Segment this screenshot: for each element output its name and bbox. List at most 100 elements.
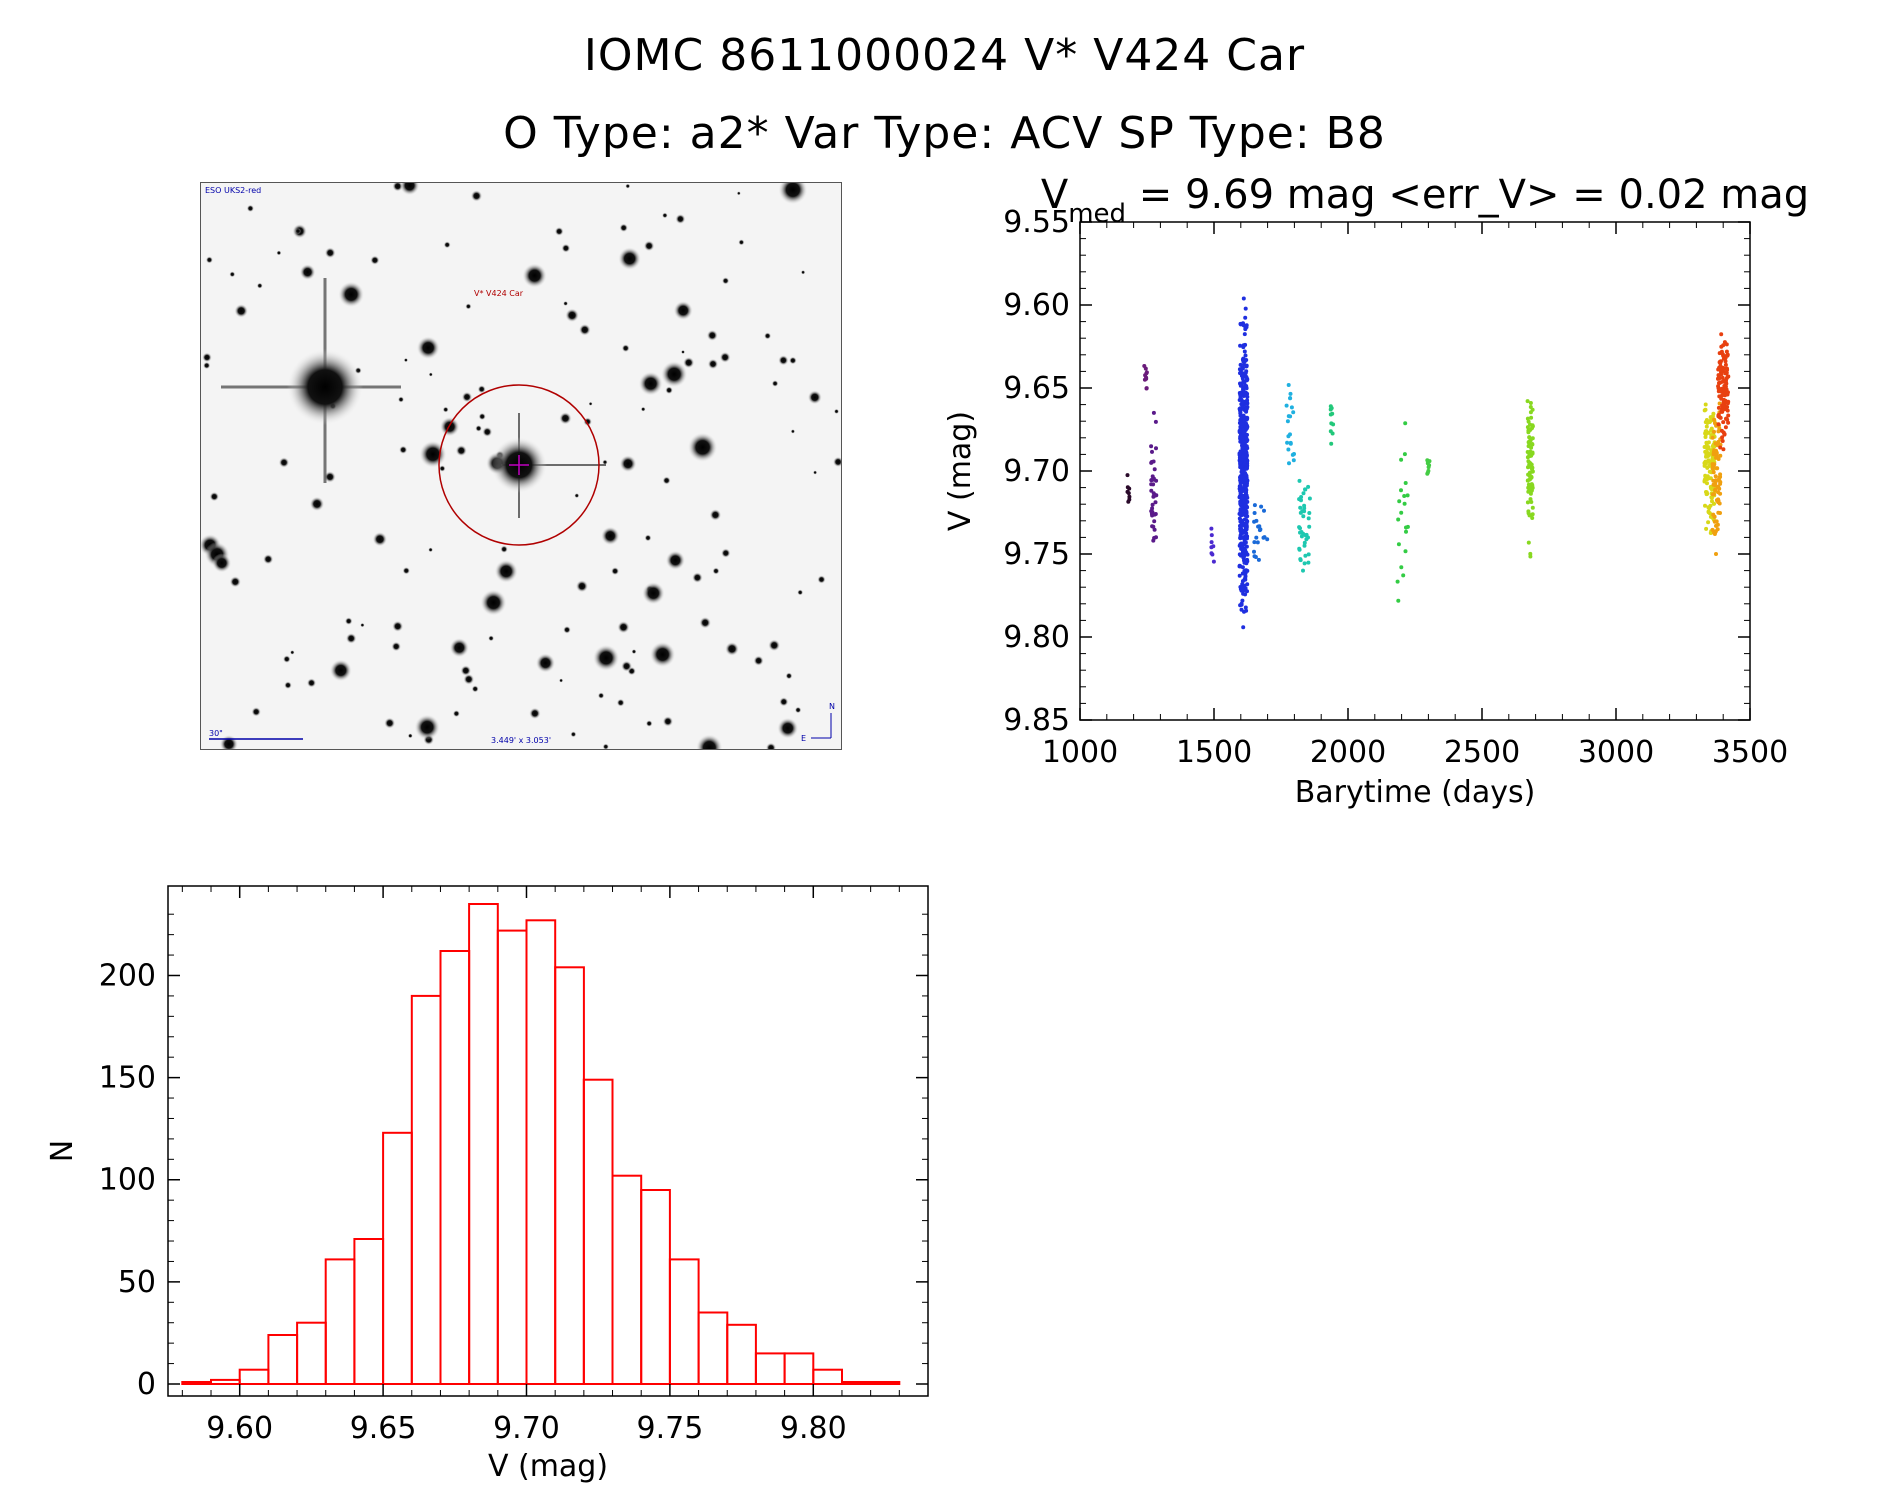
finder-chart-image: ESO UKS2-red V* V424 Car 30" 3.449' x 3.… <box>200 182 842 750</box>
data-point <box>1144 386 1149 391</box>
data-point <box>1237 484 1242 489</box>
field-star <box>592 644 620 672</box>
field-star <box>817 575 826 584</box>
data-point <box>1209 545 1214 550</box>
data-point <box>1525 425 1530 430</box>
data-point <box>1242 477 1247 482</box>
data-point <box>1702 445 1707 449</box>
light-curve-chart: Vmed = 9.69 mag <err_V> = 0.02 mag 1000 1… <box>943 172 1809 810</box>
field-star <box>494 559 518 583</box>
histogram-bar <box>869 1381 901 1385</box>
data-point <box>1713 529 1718 534</box>
data-point <box>1328 412 1333 417</box>
data-point <box>1717 475 1722 480</box>
field-star <box>578 323 591 336</box>
data-point <box>1706 440 1711 445</box>
histogram-bar <box>668 1258 700 1385</box>
data-point <box>1126 491 1131 496</box>
data-point <box>1242 560 1247 565</box>
data-point <box>1427 459 1432 464</box>
data-point <box>1256 557 1261 562</box>
data-point <box>1262 508 1266 513</box>
field-star <box>631 649 637 655</box>
field-star <box>662 476 671 485</box>
data-point <box>1254 518 1259 523</box>
compass: N E <box>801 702 835 743</box>
histogram-bar <box>611 1174 643 1386</box>
data-point <box>1149 460 1154 464</box>
data-point <box>1306 535 1310 540</box>
field-star <box>442 406 449 413</box>
field-star <box>416 336 440 360</box>
field-star <box>563 301 569 306</box>
data-point <box>1244 518 1249 523</box>
data-point <box>1530 407 1535 412</box>
field-star <box>777 717 799 739</box>
data-point <box>1716 439 1721 444</box>
field-star <box>563 625 571 634</box>
field-star <box>439 416 460 437</box>
field-star <box>403 358 408 363</box>
histogram-chart: 9.60 9.65 9.70 9.75 9.80 0 50 100 150 200 V (mag)… <box>45 885 929 1484</box>
data-point <box>1712 501 1716 506</box>
data-point <box>1245 582 1250 587</box>
histogram-bar <box>296 1321 327 1386</box>
data-point <box>1241 430 1246 435</box>
data-point <box>1720 439 1725 443</box>
field-star <box>276 250 282 256</box>
data-point <box>1704 429 1709 434</box>
data-point <box>1239 524 1244 528</box>
data-point <box>1306 552 1311 557</box>
data-point <box>1302 543 1307 548</box>
x-tick-label: 2000 <box>1310 735 1386 770</box>
field-star <box>600 526 620 546</box>
data-point <box>1240 598 1245 603</box>
data-point <box>1707 469 1712 474</box>
data-point <box>1397 499 1402 504</box>
data-point <box>1704 526 1709 531</box>
data-point <box>1707 506 1712 511</box>
field-star <box>602 743 609 749</box>
data-point <box>1721 356 1726 361</box>
data-point <box>1153 419 1158 424</box>
title-v: V <box>1041 172 1069 218</box>
data-point <box>1239 518 1244 523</box>
data-point <box>1718 361 1723 366</box>
field-star <box>665 550 686 571</box>
data-point <box>1286 447 1291 452</box>
data-point <box>1243 459 1247 464</box>
field-star <box>205 256 213 264</box>
y-tick-label: 0 <box>137 1367 156 1402</box>
data-point <box>1716 490 1721 495</box>
data-point <box>1716 429 1721 434</box>
histogram-axes: 9.60 9.65 9.70 9.75 9.80 0 50 100 150 200 <box>99 886 929 1446</box>
field-star <box>644 534 652 542</box>
data-point <box>1526 472 1531 477</box>
data-point <box>1288 440 1293 445</box>
data-point <box>1150 513 1155 518</box>
light-curve-xlabel: Barytime (days) <box>1295 775 1536 810</box>
field-star <box>778 183 808 205</box>
data-point <box>1705 477 1710 482</box>
histogram-bar <box>812 1368 843 1386</box>
data-point <box>1245 514 1250 519</box>
field-star <box>559 412 572 425</box>
data-point <box>1726 399 1731 404</box>
x-tick-label: 1500 <box>1176 735 1252 770</box>
data-point <box>1284 403 1289 408</box>
finder-chart-svg: ESO UKS2-red V* V424 Car 30" 3.449' x 3.… <box>201 183 841 749</box>
data-point <box>1149 509 1154 514</box>
field-star <box>662 716 674 727</box>
field-star <box>800 270 806 275</box>
light-curve-ylabel: V (mag) <box>943 411 978 531</box>
data-point <box>1713 488 1718 493</box>
data-point <box>1396 598 1401 603</box>
data-point <box>1151 410 1156 415</box>
data-point <box>1149 482 1154 487</box>
field-star <box>618 247 642 271</box>
data-point <box>1723 370 1728 375</box>
data-point <box>1153 500 1158 505</box>
data-point <box>1237 398 1242 402</box>
data-point <box>1239 601 1244 606</box>
data-point <box>1426 468 1431 473</box>
